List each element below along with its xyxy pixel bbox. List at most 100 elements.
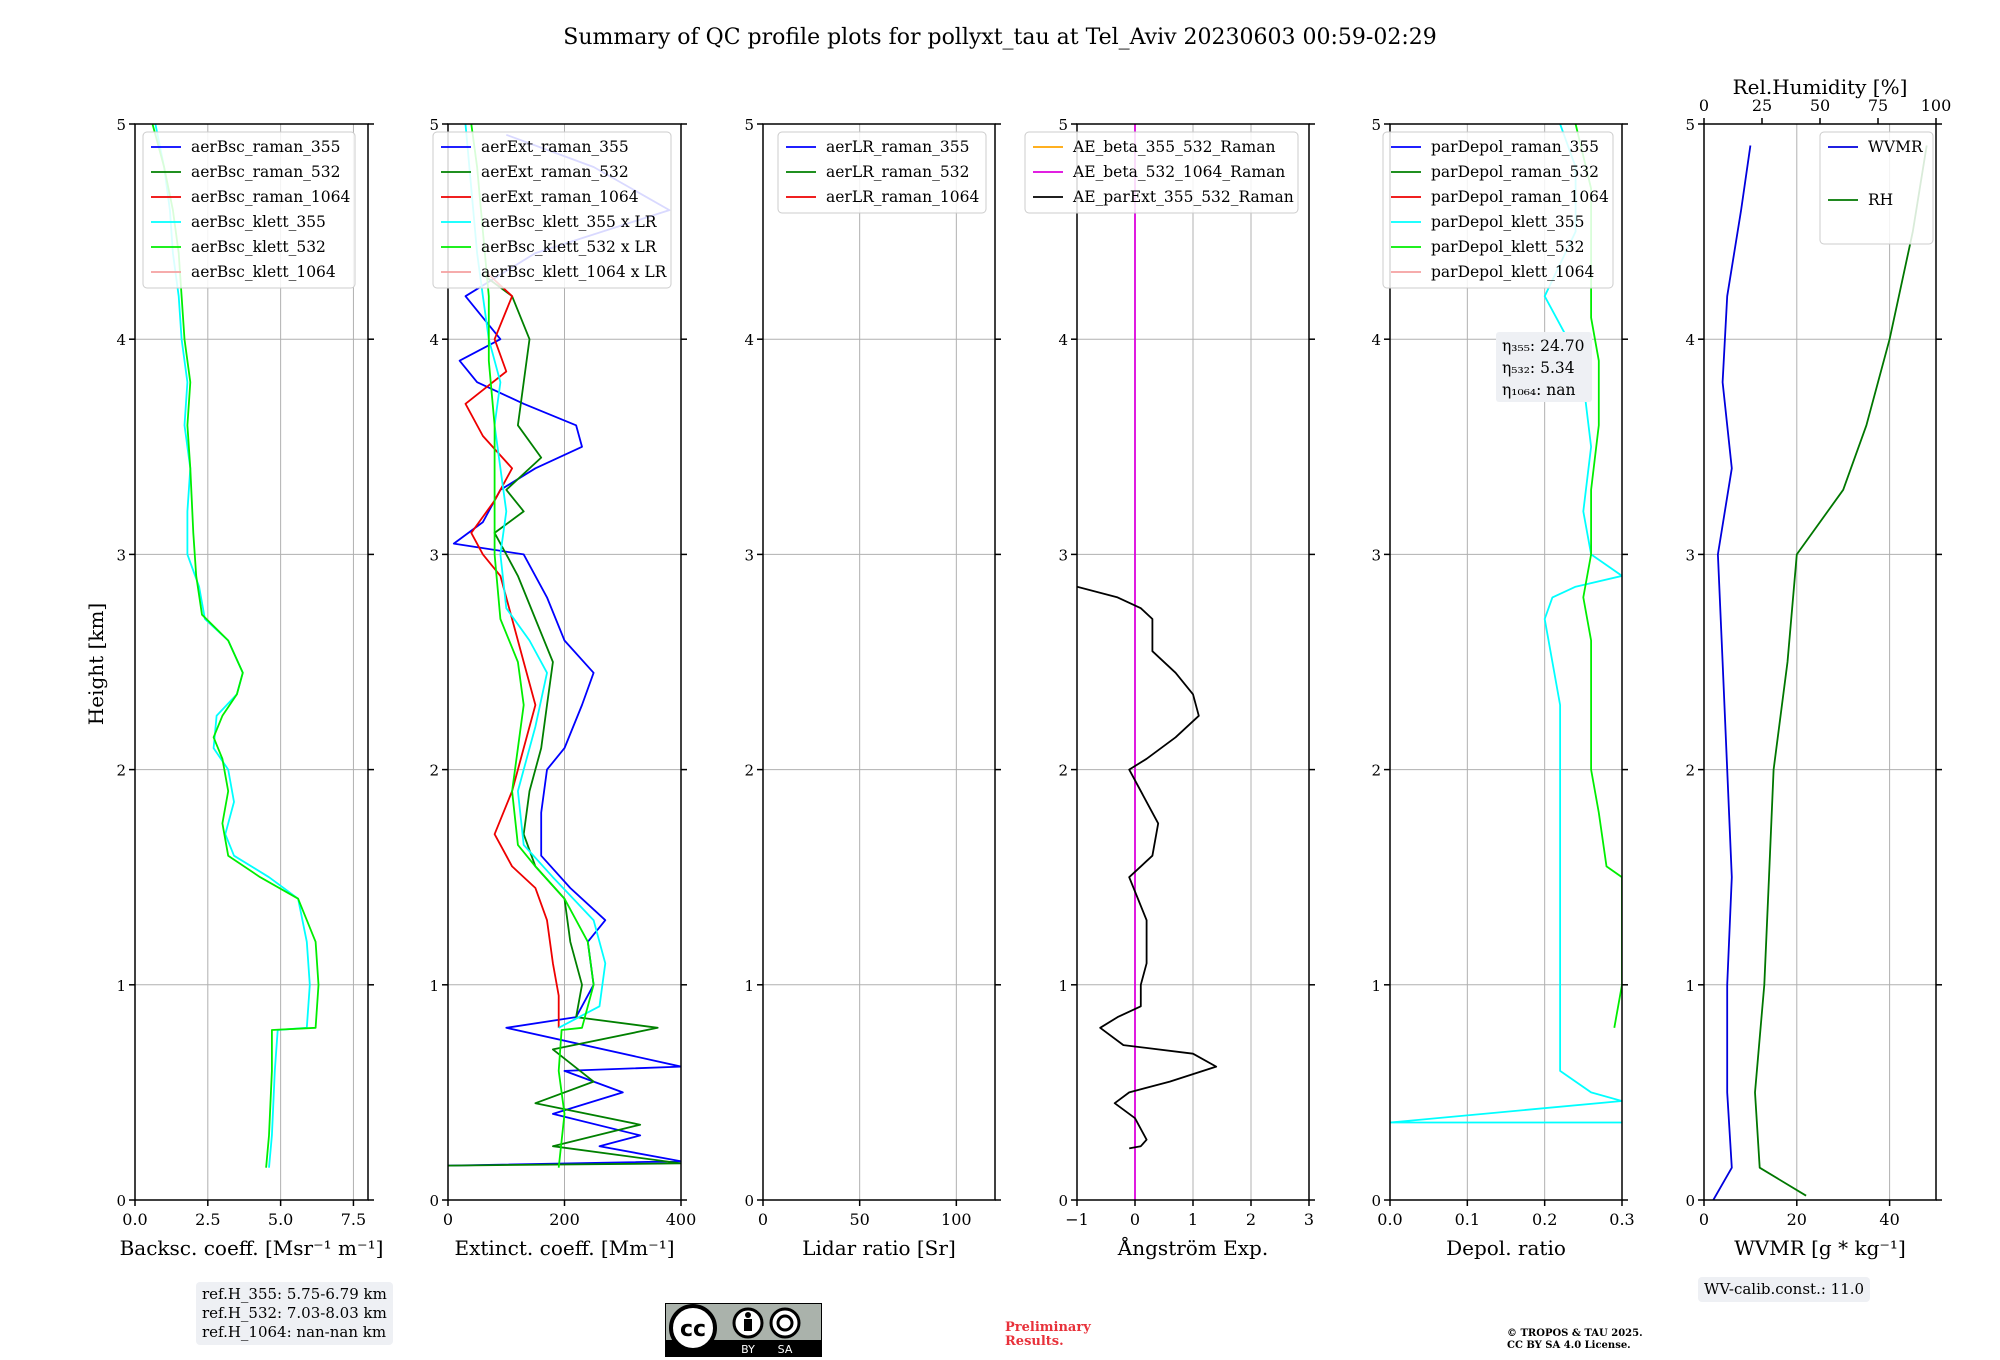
series-group — [1077, 124, 1218, 1200]
x-axis-label: Lidar ratio [Sr] — [802, 1236, 956, 1260]
plot-frame — [1076, 123, 1310, 1201]
legend-label: RH — [1868, 191, 1893, 209]
y-tick-label: 0 — [429, 1192, 439, 1210]
wv-calib-text: WV-calib.const.: 11.0 — [1704, 1280, 1865, 1298]
plot-frame — [447, 123, 682, 1201]
sa-icon — [769, 1307, 801, 1339]
legend-label: aerExt_raman_532 — [481, 163, 629, 181]
y-tick-label: 4 — [1371, 331, 1381, 349]
series-line-RH — [1754, 145, 1928, 1197]
series-line-aerExt_raman_1064 — [464, 273, 560, 1028]
cc-by-label: BY — [741, 1343, 755, 1356]
legend-box — [1819, 131, 1934, 245]
y-tick-label: 4 — [1685, 331, 1695, 349]
copyright-line-2: CC BY SA 4.0 License. — [1507, 1340, 1631, 1351]
eta-text: η₅₃₂: 5.34 — [1502, 359, 1575, 377]
y-tick-label: 1 — [1058, 977, 1068, 995]
legend-label: aerBsc_klett_1064 — [191, 263, 336, 281]
series-line-AE_parExt_355_532_Raman — [1077, 585, 1218, 1150]
legend-label: parDepol_klett_1064 — [1431, 263, 1594, 281]
x-tick-label: 0.3 — [1609, 1210, 1634, 1229]
top-x-axis-label: Rel.Humidity [%] — [1733, 75, 1908, 99]
series-line-aerBsc_klett_532 x LR — [470, 124, 595, 1168]
copyright-note: © TROPOS & TAU 2025. CC BY SA 4.0 Licens… — [1507, 1328, 1643, 1352]
legend-label: aerBsc_klett_532 — [191, 238, 326, 256]
x-tick-label: 0 — [758, 1210, 768, 1229]
plot-frame — [762, 123, 996, 1201]
plot-frame — [1389, 123, 1623, 1201]
eta-box — [1496, 332, 1592, 402]
legend-label: aerExt_raman_1064 — [481, 188, 639, 206]
top-x-tick-label: 75 — [1868, 96, 1888, 115]
top-x-tick-label: 100 — [1921, 96, 1952, 115]
x-tick-label: 7.5 — [341, 1210, 366, 1229]
y-tick-label: 5 — [116, 116, 126, 134]
legend-box — [432, 131, 672, 289]
x-tick-label: 5.0 — [268, 1210, 293, 1229]
y-tick-label: 4 — [116, 331, 126, 349]
cc-icon — [669, 1304, 717, 1352]
y-tick-label: 0 — [116, 1192, 126, 1210]
eta-text: η₁₀₆₄: nan — [1502, 381, 1576, 399]
copyright-line-1: © TROPOS & TAU 2025. — [1507, 1328, 1643, 1339]
legend-label: parDepol_raman_355 — [1431, 138, 1599, 156]
legend-label: AE_beta_532_1064_Raman — [1072, 163, 1285, 181]
y-tick-label: 0 — [744, 1192, 754, 1210]
series-line-WVMR — [1712, 145, 1752, 1200]
x-axis-label: Extinct. coeff. [Mm⁻¹] — [454, 1236, 674, 1260]
series-line-aerBsc_klett_355 x LR — [464, 124, 607, 1029]
y-tick-label: 0 — [1058, 1192, 1068, 1210]
x-axis-label: Backsc. coeff. [Msr⁻¹ m⁻¹] — [120, 1236, 384, 1260]
legend-label: AE_beta_355_532_Raman — [1072, 138, 1275, 156]
y-tick-label: 3 — [1685, 546, 1695, 564]
y-tick-label: 1 — [116, 977, 126, 995]
y-tick-label: 2 — [116, 762, 126, 780]
y-tick-label: 1 — [1371, 977, 1381, 995]
x-tick-label: 0.2 — [1532, 1210, 1557, 1229]
top-x-tick-label: 0 — [1699, 96, 1709, 115]
x-tick-label: −1 — [1065, 1210, 1089, 1229]
x-tick-label: 40 — [1879, 1210, 1899, 1229]
cc-sa-label: SA — [778, 1343, 793, 1356]
x-tick-label: 0.0 — [122, 1210, 147, 1229]
legend-label: parDepol_raman_532 — [1431, 163, 1599, 181]
legend-label: aerBsc_klett_532 x LR — [481, 238, 658, 256]
y-tick-label: 4 — [1058, 331, 1068, 349]
y-tick-label: 5 — [744, 116, 754, 134]
preliminary-line-1: Preliminary — [1005, 1320, 1091, 1335]
top-x-tick-label: 25 — [1752, 96, 1772, 115]
legend-label: parDepol_klett_355 — [1431, 213, 1584, 231]
y-tick-label: 1 — [1685, 977, 1695, 995]
legend-box — [777, 131, 987, 214]
y-tick-label: 2 — [1058, 762, 1068, 780]
y-tick-label: 3 — [1058, 546, 1068, 564]
x-tick-label: 3 — [1304, 1210, 1314, 1229]
refh-532: ref.H_532: 7.03-8.03 km — [202, 1304, 387, 1322]
y-tick-label: 5 — [1058, 116, 1068, 134]
series-group — [151, 124, 320, 1168]
x-axis-label: WVMR [g * kg⁻¹] — [1734, 1236, 1906, 1260]
preliminary-note: Preliminary Results. — [1005, 1321, 1091, 1349]
y-tick-label: 2 — [744, 762, 754, 780]
y-tick-label: 3 — [116, 546, 126, 564]
y-tick-label: 3 — [744, 546, 754, 564]
x-tick-label: 20 — [1787, 1210, 1807, 1229]
panel-extinction: 0 1 2 3 4 5 0 200 400 Extinct. coeff. [Mm⁻¹] aerEx… — [429, 116, 696, 1260]
x-tick-label: 400 — [666, 1210, 697, 1229]
x-tick-label: 2.5 — [195, 1210, 220, 1229]
panel-backscatter: 0 1 2 3 4 5 0.0 2.5 5.0 7.5 Backsc. coeff. [Msr⁻¹ … — [116, 116, 383, 1260]
y-tick-label: 2 — [1685, 762, 1695, 780]
figure-title: Summary of QC profile plots for pollyxt_… — [563, 25, 1436, 50]
x-tick-label: 1 — [1188, 1210, 1198, 1229]
x-tick-label: 0 — [1699, 1210, 1709, 1229]
y-tick-label: 4 — [429, 331, 439, 349]
series-group — [448, 124, 681, 1168]
refh-1064: ref.H_1064: nan-nan km — [202, 1323, 387, 1341]
x-tick-label: 100 — [941, 1210, 972, 1229]
top-x-tick-label: 50 — [1810, 96, 1830, 115]
wv-calib-box: WV-calib.const.: 11.0 — [1698, 1277, 1871, 1302]
legend-label: aerLR_raman_355 — [826, 138, 969, 156]
svg-text:cc: cc — [680, 1317, 706, 1342]
eta-text: η₃₅₅: 24.70 — [1502, 337, 1584, 355]
